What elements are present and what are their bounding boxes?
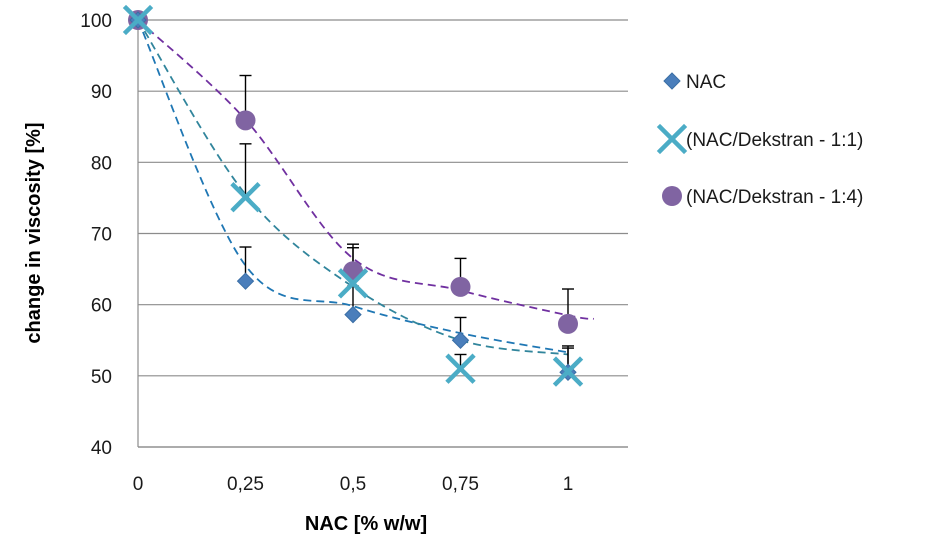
data-point-series-1 — [236, 272, 255, 290]
error-bar-layer — [239, 74, 574, 373]
y-tick-label: 60 — [91, 296, 112, 317]
x-tick-label: 0,75 — [442, 474, 479, 495]
legend-marker-series-2-stroke-b — [656, 123, 688, 155]
legend-label-series-2: (NAC/Dekstran - 1:1) — [686, 130, 863, 151]
y-axis-title: change in viscosity [%] — [23, 122, 45, 343]
trendline-series-1 — [137, 19, 569, 354]
data-point-series-2 — [230, 182, 261, 213]
legend-marker-series-2 — [656, 123, 688, 155]
data-point-series-2-stroke-b — [337, 268, 369, 299]
data-point-series-2-stroke-b — [230, 182, 261, 213]
data-point-series-2-stroke-b — [122, 4, 154, 36]
x-tick-label: 0 — [133, 474, 144, 495]
marker-layer — [122, 4, 584, 387]
grid-layer — [138, 19, 628, 448]
x-tick-label: 0,25 — [227, 474, 264, 495]
data-point-series-3 — [558, 313, 578, 334]
legend-marker-series-1 — [663, 72, 681, 90]
trendline-series-3 — [137, 19, 594, 320]
trendline-layer — [137, 19, 594, 356]
x-tick-label: 0,5 — [340, 474, 366, 495]
data-point-series-2-stroke-b — [552, 356, 584, 387]
y-tick-label: 40 — [91, 438, 112, 459]
y-tick-label: 50 — [91, 367, 112, 388]
legend: NAC (NAC/Dekstran - 1:1) (NAC/Dekstran - 1… — [656, 72, 863, 208]
tick-label-layer: 40 50 60 70 80 90 100 0 0,25 0,5 0,75 1 — [80, 11, 573, 495]
x-tick-label: 1 — [563, 474, 574, 495]
data-point-series-2 — [122, 4, 154, 36]
y-tick-label: 80 — [91, 153, 112, 174]
data-point-series-1 — [344, 305, 362, 324]
y-tick-label: 70 — [91, 225, 112, 246]
legend-label-series-3: (NAC/Dekstran - 1:4) — [686, 187, 863, 208]
y-tick-label: 100 — [80, 11, 112, 32]
data-point-series-2 — [337, 268, 369, 299]
data-point-series-1 — [451, 331, 470, 349]
data-point-series-2-stroke-b — [445, 353, 476, 384]
data-point-series-2 — [552, 356, 584, 387]
legend-label-series-1: NAC — [686, 72, 726, 93]
y-tick-label: 90 — [91, 82, 112, 103]
data-point-series-2 — [445, 353, 476, 384]
data-point-series-3 — [450, 276, 471, 297]
data-point-series-3 — [235, 110, 256, 131]
legend-marker-series-3 — [662, 186, 682, 206]
axis-layer — [137, 20, 628, 448]
trendline-series-2 — [137, 19, 569, 356]
x-axis-title: NAC [% w/w] — [305, 513, 427, 535]
